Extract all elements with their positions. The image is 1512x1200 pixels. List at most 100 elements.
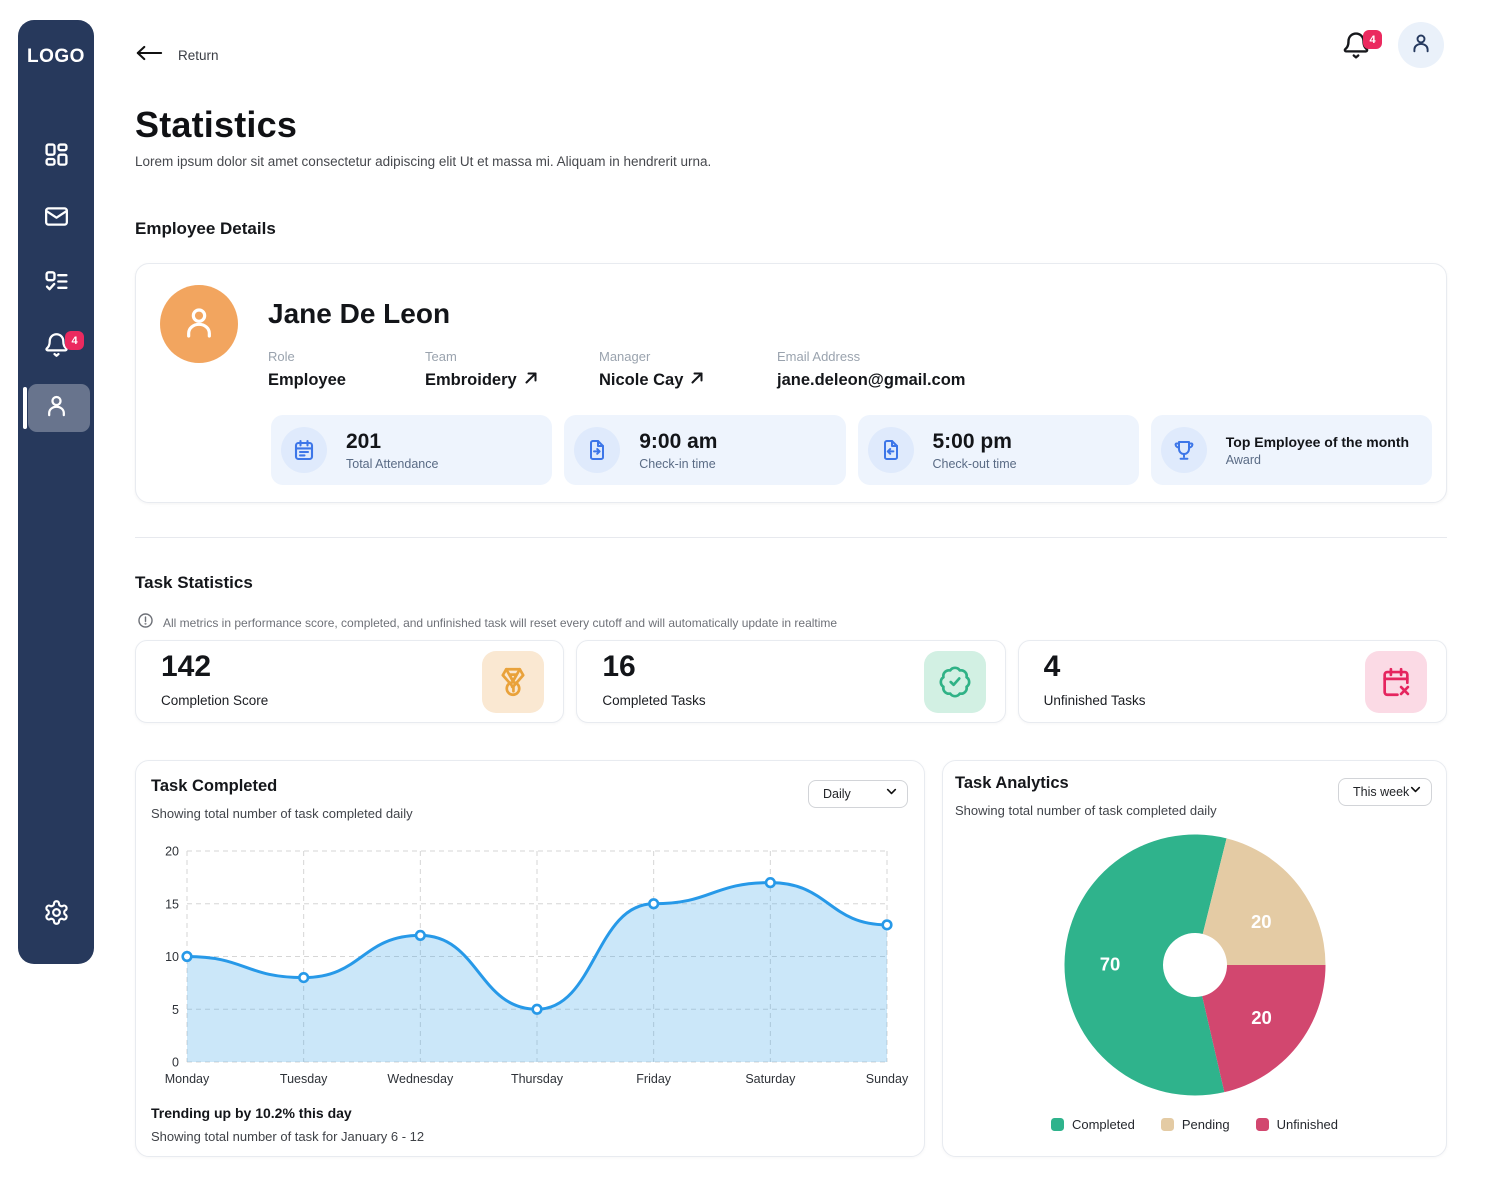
task-stat-cards: 142 Completion Score 16 Completed Tasks (135, 640, 1447, 723)
sidebar-item-settings[interactable] (34, 893, 78, 937)
legend-swatch (1255, 1118, 1269, 1131)
sidebar-item-profile[interactable] (34, 386, 78, 430)
tile-label: Total Attendance (346, 456, 439, 471)
field-role: Role Employee (268, 349, 346, 390)
legend-item-pending: Pending (1160, 1117, 1230, 1132)
info-circle-icon (137, 612, 154, 634)
svg-text:20: 20 (1251, 911, 1272, 932)
svg-text:Monday: Monday (165, 1072, 210, 1086)
sidebar-active-indicator (23, 387, 27, 429)
layout-dashboard-icon (43, 141, 70, 173)
file-arrow-in-icon (574, 427, 621, 473)
employee-details-card: Jane De Leon Role Employee Team Embroide… (135, 263, 1447, 503)
tile-value: 5:00 pm (932, 429, 1012, 453)
user-icon (43, 392, 70, 424)
sidebar-item-dashboard[interactable] (34, 135, 78, 179)
calendar-icon (281, 427, 327, 473)
field-label: Email Address (777, 349, 861, 364)
gear-icon (43, 899, 70, 931)
chart-title: Task Analytics (955, 774, 1069, 792)
svg-text:20: 20 (165, 845, 179, 859)
legend-label: Unfinished (1276, 1117, 1339, 1132)
chevron-down-icon (885, 785, 898, 803)
tile-label: Award (1225, 452, 1261, 467)
field-manager: Manager Nicole Cay (599, 349, 704, 390)
field-value: jane.deleon@gmail.com (777, 371, 966, 389)
medal-icon (482, 651, 545, 713)
section-divider (135, 537, 1447, 538)
sidebar-item-notifications[interactable] (34, 326, 78, 370)
page-title: Statistics (135, 104, 298, 145)
field-email: Email Address jane.deleon@gmail.com (777, 349, 965, 390)
sidebar-notification-badge: 4 (65, 331, 84, 350)
external-link-arrow-icon[interactable] (690, 371, 704, 390)
user-icon (1410, 32, 1432, 59)
employee-stat-tiles: 201 Total Attendance 9:00 am Check-in ti… (271, 415, 1432, 485)
stat-value: 4 (1043, 650, 1061, 683)
task-analytics-donut-chart: 70 20 20 (1064, 834, 1326, 1096)
info-note-text: All metrics in performance score, comple… (163, 616, 838, 630)
mail-icon (43, 203, 70, 235)
legend-item-completed: Completed (1050, 1117, 1135, 1132)
logo: LOGO (27, 46, 85, 67)
badge-check-icon (923, 651, 986, 713)
metrics-info-note: All metrics in performance score, comple… (137, 612, 837, 634)
svg-text:Thursday: Thursday (511, 1072, 564, 1086)
tile-award: Top Employee of the month Award (1150, 415, 1432, 485)
task-analytics-card: Task Analytics This week Showing total n… (942, 760, 1447, 1157)
tile-title: Top Employee of the month (1225, 433, 1410, 450)
stat-label: Unfinished Tasks (1043, 693, 1146, 708)
return-label: Return (178, 48, 219, 63)
user-icon (179, 302, 219, 347)
sidebar-item-tasks[interactable] (34, 262, 78, 306)
arrow-left-icon (135, 44, 163, 67)
bell-icon (43, 332, 70, 364)
task-list-icon (43, 268, 70, 300)
svg-text:Saturday: Saturday (745, 1072, 796, 1086)
field-value: Embroidery (425, 371, 538, 390)
task-completed-card: Task Completed Showing total number of t… (135, 760, 925, 1157)
svg-text:Wednesday: Wednesday (387, 1072, 454, 1086)
tile-check-in: 9:00 am Check-in time (564, 415, 846, 485)
completion-score-card: 142 Completion Score (135, 640, 565, 723)
stat-value: 16 (602, 650, 636, 683)
chart-title: Task Completed (151, 777, 278, 795)
field-label: Role (268, 349, 295, 364)
stat-label: Completion Score (161, 693, 269, 708)
donut-legend: Completed Pending Unfinished (943, 1117, 1446, 1132)
sidebar-item-mail[interactable] (34, 197, 78, 241)
chart-subtitle: Showing total number of task completed d… (955, 803, 1217, 818)
field-label: Manager (599, 349, 651, 364)
legend-item-unfinished: Unfinished (1255, 1117, 1339, 1132)
calendar-x-icon (1364, 651, 1427, 713)
bell-icon (1341, 32, 1371, 65)
notification-badge: 4 (1363, 30, 1382, 49)
employee-name: Jane De Leon (268, 298, 451, 329)
file-arrow-out-icon (867, 427, 914, 473)
dropdown-value: Daily (823, 787, 851, 801)
tile-value: 9:00 am (639, 429, 718, 453)
svg-text:Tuesday: Tuesday (280, 1072, 328, 1086)
stat-value: 142 (161, 650, 212, 683)
field-value: Employee (268, 371, 346, 389)
svg-text:15: 15 (165, 897, 179, 911)
svg-text:0: 0 (172, 1056, 179, 1070)
tile-value: 201 (346, 429, 382, 453)
tile-label: Check-in time (639, 456, 716, 471)
unfinished-tasks-card: 4 Unfinished Tasks (1017, 640, 1447, 723)
svg-text:Sunday: Sunday (866, 1072, 909, 1086)
period-dropdown[interactable]: Daily (808, 780, 908, 808)
trend-title: Trending up by 10.2% this day (151, 1105, 352, 1121)
chart-subtitle: Showing total number of task completed d… (151, 806, 413, 821)
return-button[interactable]: Return (135, 44, 219, 67)
field-team: Team Embroidery (425, 349, 538, 390)
completed-tasks-card: 16 Completed Tasks (576, 640, 1006, 723)
tile-check-out: 5:00 pm Check-out time (857, 415, 1139, 485)
week-dropdown[interactable]: This week (1338, 778, 1432, 806)
external-link-arrow-icon[interactable] (524, 371, 538, 390)
task-completed-line-chart: 20 15 10 5 0 Monday Tuesday Wednesday Thursday Fr… (165, 845, 909, 1087)
legend-swatch (1050, 1118, 1064, 1131)
profile-avatar-button[interactable] (1398, 22, 1444, 68)
svg-text:10: 10 (165, 950, 179, 964)
